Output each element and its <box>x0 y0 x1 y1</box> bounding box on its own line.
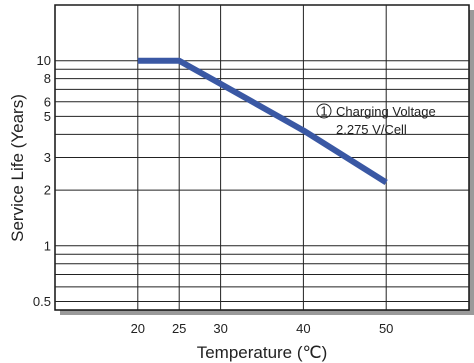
annotation-marker-circle <box>316 103 332 119</box>
y-tick-label: 1 <box>44 238 51 253</box>
grid <box>55 4 469 310</box>
series-line-charging-voltage <box>137 57 388 185</box>
x-tick-label: 25 <box>172 321 186 336</box>
x-tick-labels: 20 25 30 40 50 <box>131 321 394 336</box>
y-axis-title: Service Life (Years) <box>8 94 27 242</box>
y-tick-label: 6 <box>44 94 51 109</box>
annotation: 1 Charging Voltage 2.275 V/Cell <box>316 103 436 137</box>
y-tick-label: 8 <box>44 71 51 86</box>
x-axis-title: Temperature (℃) <box>197 343 328 362</box>
y-tick-label: 10 <box>37 53 51 68</box>
series-group <box>137 57 388 185</box>
x-tick-label: 20 <box>131 321 145 336</box>
annotation-line-2: 2.275 V/Cell <box>336 122 407 137</box>
x-tick-label: 40 <box>296 321 310 336</box>
annotation-marker-number: 1 <box>320 104 327 119</box>
y-tick-label: 5 <box>44 109 51 124</box>
y-tick-label: 3 <box>44 150 51 165</box>
y-tick-labels: 0.5 1 2 3 56 8 10 <box>33 53 51 309</box>
y-tick-label: 2 <box>44 183 51 198</box>
x-tick-label: 30 <box>213 321 227 336</box>
annotation-line-1: Charging Voltage <box>336 104 436 119</box>
y-tick-label: 0.5 <box>33 294 51 309</box>
x-tick-label: 50 <box>379 321 393 336</box>
